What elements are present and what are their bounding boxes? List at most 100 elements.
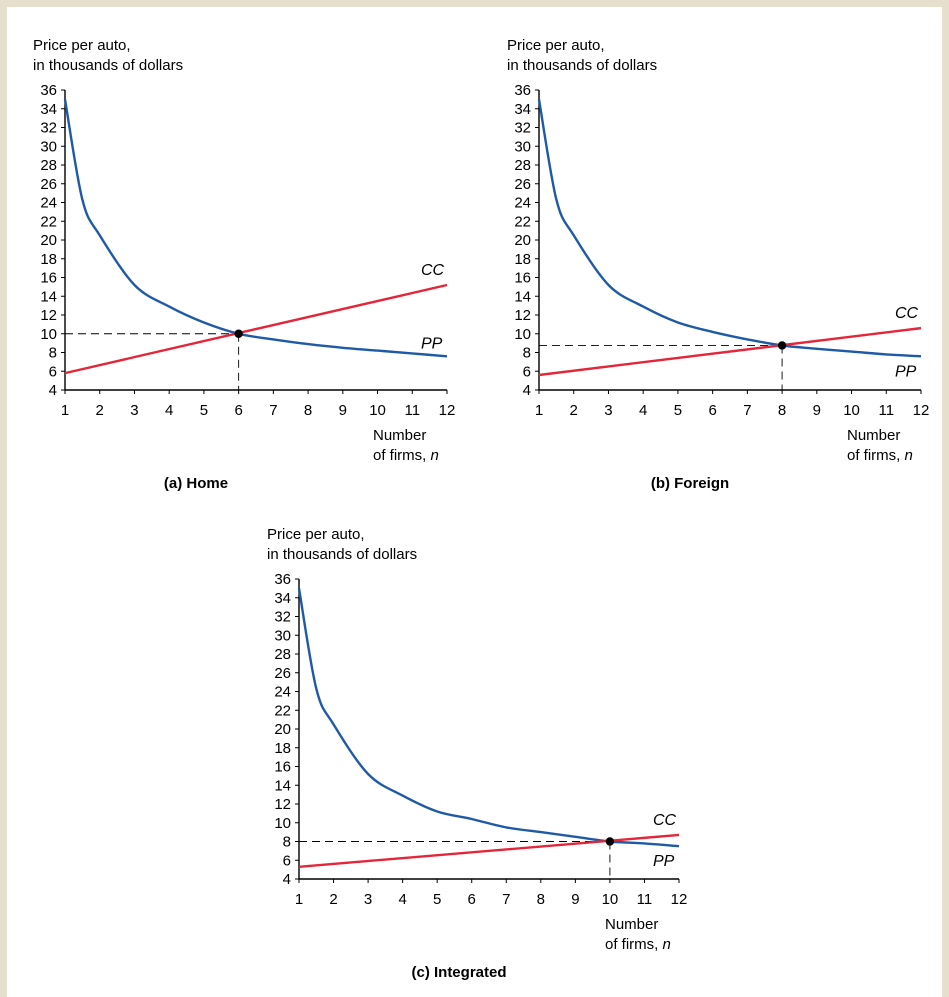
y-tick-label: 4 (49, 382, 57, 399)
y-tick-label: 12 (274, 796, 291, 813)
pp-label: PP (895, 363, 917, 380)
x-tick-label: 5 (674, 402, 682, 419)
y-tick-label: 28 (274, 646, 291, 663)
x-tick-label: 11 (404, 402, 420, 419)
y-tick-label: 18 (274, 740, 291, 757)
x-tick-label: 8 (778, 402, 786, 419)
pp-label: PP (421, 335, 443, 352)
y-axis-title: Price per auto, (33, 37, 131, 54)
y-tick-label: 30 (274, 627, 291, 644)
x-tick-label: 8 (304, 402, 312, 419)
x-tick-label: 12 (671, 891, 688, 908)
chart-panel-1: Price per auto, in thousands of dollars 4 6… (507, 37, 929, 492)
y-tick-label: 4 (283, 871, 291, 888)
y-tick-label: 32 (514, 120, 531, 137)
x-tick-label: 4 (398, 891, 406, 908)
x-tick-label: 10 (369, 402, 386, 419)
y-tick-label: 32 (274, 609, 291, 626)
y-tick-label: 14 (274, 777, 291, 794)
x-tick-label: 9 (813, 402, 821, 419)
y-tick-label: 8 (49, 345, 57, 362)
equilibrium-point (234, 329, 243, 338)
x-tick-label: 5 (200, 402, 208, 419)
x-tick-label: 4 (165, 402, 173, 419)
x-tick-label: 2 (96, 402, 104, 419)
y-tick-label: 34 (40, 101, 57, 118)
x-tick-label: 8 (537, 891, 545, 908)
equilibrium-point (605, 837, 615, 846)
chart-panel-0: Price per auto, in thousands of dollars 4 6… (33, 37, 455, 492)
cc-line (538, 326, 922, 377)
y-tick-label: 30 (514, 138, 531, 155)
x-tick-label: 11 (637, 891, 653, 908)
x-tick-label: 2 (329, 891, 337, 908)
y-axis-title: Price per auto, (267, 526, 365, 543)
y-tick-label: 10 (274, 815, 291, 832)
x-axis-title: of firms, n (605, 936, 671, 953)
charts-canvas: Price per auto, in thousands of dollars 4 6… (33, 37, 929, 981)
x-axis-title: of firms, n (847, 447, 913, 464)
x-tick-label: 1 (61, 402, 69, 419)
x-tick-label: 7 (269, 402, 277, 419)
y-tick-label: 16 (514, 270, 531, 287)
y-tick-label: 28 (514, 157, 531, 174)
x-axis-title: Number (605, 916, 658, 933)
x-tick-label: 3 (604, 402, 612, 419)
y-tick-label: 36 (274, 571, 291, 588)
x-tick-label: 3 (130, 402, 138, 419)
pp-curve (537, 99, 922, 358)
y-tick-label: 34 (274, 590, 291, 607)
x-tick-label: 11 (878, 402, 894, 419)
x-tick-label: 5 (433, 891, 441, 908)
panel-caption: (a) Home (164, 475, 228, 492)
y-tick-label: 20 (40, 232, 57, 249)
y-tick-label: 24 (514, 195, 531, 212)
x-tick-label: 1 (535, 402, 543, 419)
y-axis-title: in thousands of dollars (507, 57, 657, 74)
y-tick-label: 4 (523, 382, 531, 399)
y-tick-label: 18 (514, 251, 531, 268)
chart-panel-2: Price per auto, in thousands of dollars 4 6… (267, 526, 687, 981)
y-axis-title: in thousands of dollars (267, 546, 417, 563)
y-tick-label: 6 (49, 363, 57, 380)
y-tick-label: 22 (274, 702, 291, 719)
y-tick-label: 24 (40, 195, 57, 212)
y-tick-label: 30 (40, 138, 57, 155)
cc-label: CC (653, 812, 677, 829)
x-axis-title-part: of firms, (605, 936, 663, 953)
y-tick-label: 8 (283, 834, 291, 851)
y-tick-label: 36 (40, 82, 57, 99)
cc-line (64, 283, 448, 375)
y-tick-label: 20 (274, 721, 291, 738)
y-tick-label: 10 (514, 326, 531, 343)
axes (538, 90, 921, 391)
x-tick-label: 9 (339, 402, 347, 419)
y-tick-label: 16 (40, 270, 57, 287)
panel-caption: (b) Foreign (651, 475, 729, 492)
y-tick-label: 34 (514, 101, 531, 118)
y-tick-label: 8 (523, 345, 531, 362)
y-axis-title: in thousands of dollars (33, 57, 183, 74)
y-tick-label: 32 (40, 120, 57, 137)
y-tick-label: 22 (514, 213, 531, 230)
x-tick-label: 7 (743, 402, 751, 419)
y-tick-label: 18 (40, 251, 57, 268)
y-tick-label: 20 (514, 232, 531, 249)
y-axis-title: Price per auto, (507, 37, 605, 54)
equilibrium-point (777, 341, 787, 350)
axes (298, 579, 679, 880)
y-tick-label: 28 (40, 157, 57, 174)
y-tick-label: 14 (514, 288, 531, 305)
cc-label: CC (421, 262, 445, 279)
y-tick-label: 36 (514, 82, 531, 99)
cc-line (298, 833, 680, 869)
panel-caption: (c) Integrated (411, 964, 506, 981)
figure-panel: Price per auto, in thousands of dollars 4 6… (7, 7, 942, 997)
x-tick-label: 6 (708, 402, 716, 419)
pp-label: PP (653, 853, 675, 870)
x-axis-title-var: n (431, 447, 439, 464)
x-tick-label: 10 (602, 891, 619, 908)
x-tick-label: 1 (295, 891, 303, 908)
x-tick-label: 10 (843, 402, 860, 419)
y-tick-label: 12 (514, 307, 531, 324)
